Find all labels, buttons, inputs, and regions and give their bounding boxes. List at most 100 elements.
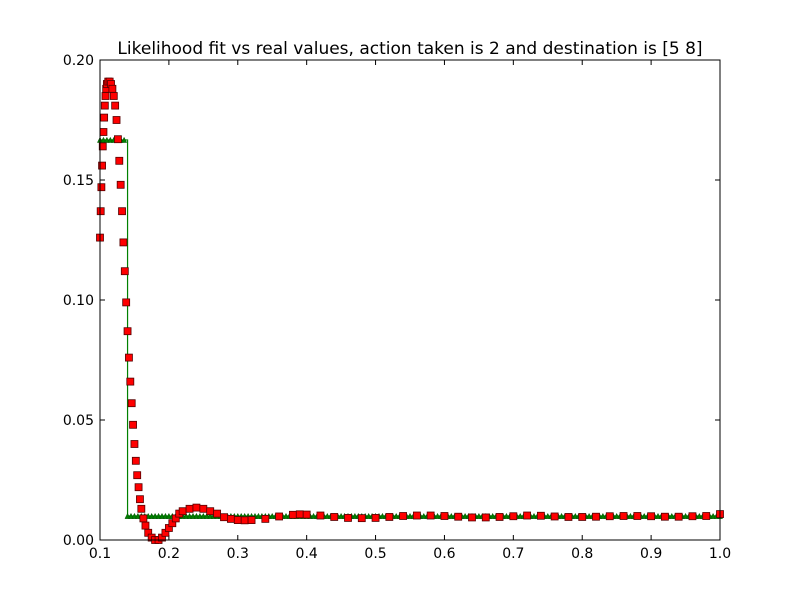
data-point bbox=[261, 514, 270, 523]
data-point bbox=[126, 377, 135, 386]
fit-line bbox=[100, 139, 720, 517]
data-point bbox=[605, 512, 614, 521]
data-point bbox=[495, 513, 504, 521]
data-point bbox=[578, 513, 587, 521]
plot-area bbox=[96, 77, 724, 544]
plot-frame bbox=[99, 59, 721, 541]
data-point bbox=[240, 516, 249, 525]
data-point bbox=[133, 471, 142, 480]
data-point bbox=[120, 267, 129, 276]
data-point bbox=[206, 507, 215, 516]
data-point bbox=[440, 512, 449, 520]
data-point bbox=[199, 504, 208, 513]
data-point bbox=[247, 516, 256, 524]
data-point bbox=[592, 512, 600, 521]
data-point bbox=[275, 512, 284, 521]
x-tick-label: 1.0 bbox=[709, 546, 731, 562]
data-point bbox=[100, 113, 109, 122]
data-point bbox=[98, 161, 106, 170]
data-point bbox=[141, 521, 150, 530]
data-point bbox=[536, 511, 545, 520]
data-point bbox=[399, 512, 408, 520]
data-point bbox=[357, 514, 366, 523]
data-point bbox=[288, 510, 297, 519]
data-point bbox=[96, 207, 105, 216]
data-point bbox=[550, 512, 559, 521]
data-point bbox=[523, 511, 532, 520]
fit-marker bbox=[121, 136, 128, 143]
data-point bbox=[220, 513, 228, 522]
data-point bbox=[137, 504, 146, 513]
x-tick-label: 0.3 bbox=[227, 546, 249, 562]
data-point bbox=[139, 514, 148, 523]
data-point bbox=[129, 420, 137, 429]
data-point bbox=[233, 516, 242, 524]
data-point bbox=[674, 512, 683, 521]
data-point bbox=[619, 512, 628, 520]
data-point bbox=[112, 116, 121, 124]
data-point bbox=[123, 327, 132, 336]
y-tick-label: 0.20 bbox=[63, 53, 94, 69]
data-point bbox=[647, 512, 656, 521]
x-tick-label: 0.4 bbox=[296, 546, 318, 562]
y-tick-label: 0.10 bbox=[63, 293, 94, 309]
data-point bbox=[564, 513, 573, 521]
data-point bbox=[468, 513, 476, 522]
data-point bbox=[122, 298, 131, 307]
data-point bbox=[385, 513, 394, 521]
data-point bbox=[127, 399, 136, 408]
data-point bbox=[192, 503, 201, 512]
data-point bbox=[114, 135, 122, 144]
data-point bbox=[344, 514, 352, 522]
x-tick-label: 0.7 bbox=[502, 546, 524, 562]
data-point bbox=[509, 512, 518, 521]
data-point bbox=[116, 180, 125, 189]
data-point bbox=[99, 128, 108, 136]
data-point bbox=[119, 238, 128, 247]
data-point bbox=[412, 511, 421, 520]
y-axis-ticks: 0.00 0.05 0.10 0.15 0.20 bbox=[63, 53, 720, 549]
data-point bbox=[108, 84, 117, 93]
data-point bbox=[702, 512, 711, 520]
x-tick-label: 0.8 bbox=[571, 546, 593, 562]
data-point bbox=[178, 507, 187, 516]
data-point bbox=[371, 514, 380, 522]
y-tick-label: 0.05 bbox=[63, 413, 94, 429]
data-point bbox=[185, 504, 194, 513]
data-point bbox=[97, 183, 106, 192]
data-point bbox=[136, 495, 144, 504]
x-tick-label: 0.5 bbox=[364, 546, 386, 562]
data-point bbox=[213, 509, 222, 518]
data-point bbox=[660, 512, 669, 521]
y-tick-label: 0.15 bbox=[63, 173, 94, 189]
x-tick-label: 0.1 bbox=[89, 546, 111, 562]
data-point bbox=[98, 142, 107, 151]
data-point bbox=[426, 511, 435, 520]
data-point bbox=[481, 513, 490, 522]
data-point bbox=[454, 512, 463, 521]
data-point bbox=[633, 512, 642, 520]
data-point bbox=[316, 511, 325, 520]
data-point bbox=[295, 510, 304, 519]
chart-title: Likelihood fit vs real values, action ta… bbox=[117, 39, 702, 59]
data-point bbox=[111, 101, 120, 110]
data-point bbox=[134, 483, 143, 492]
y-tick-label: 0.00 bbox=[63, 533, 94, 549]
data-point bbox=[130, 440, 139, 448]
x-axis-ticks: 0.1 0.2 0.3 0.4 0.5 0.6 0.7 0.8 0.9 1.0 bbox=[89, 60, 731, 562]
data-point bbox=[125, 353, 133, 362]
x-tick-label: 0.6 bbox=[433, 546, 455, 562]
data-point bbox=[109, 92, 118, 100]
data-point bbox=[226, 514, 235, 523]
data-point bbox=[115, 156, 124, 165]
data-point bbox=[688, 512, 697, 521]
data-point bbox=[101, 92, 110, 100]
data-point bbox=[100, 101, 109, 110]
data-point bbox=[330, 513, 339, 521]
x-tick-label: 0.2 bbox=[158, 546, 180, 562]
data-point bbox=[302, 510, 311, 519]
x-tick-label: 0.9 bbox=[640, 546, 662, 562]
data-point bbox=[131, 456, 140, 465]
data-point bbox=[118, 207, 126, 216]
